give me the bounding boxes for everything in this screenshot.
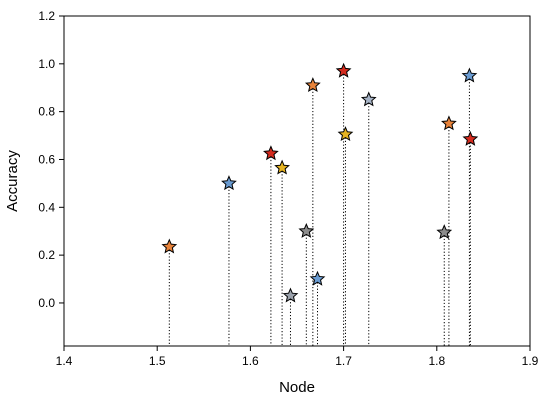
x-axis-title: Node [279,379,315,396]
star-point-4 [274,159,290,175]
y-tick-label: 0.4 [38,200,55,214]
plot-frame [63,15,531,347]
y-tick-label: 0.2 [38,248,55,262]
star-point-8 [309,270,326,286]
star-point-5 [282,287,299,303]
x-tick-label: 1.7 [335,354,352,368]
star-point-15 [462,130,479,146]
y-tick-label: 1.0 [38,57,55,71]
y-tick-label: 0.6 [38,152,55,166]
star-point-10 [337,126,354,142]
star-point-7 [304,77,321,93]
x-tick-label: 1.8 [428,354,445,368]
y-tick-label: 0.8 [38,105,55,119]
x-axis: 1.4 1.5 1.6 1.7 1.8 1.9 [56,346,539,368]
star-point-12 [436,224,453,240]
star-point-3 [263,145,279,161]
data-points-layer [161,62,479,303]
x-tick-label: 1.5 [149,354,166,368]
star-point-2 [221,175,237,191]
x-tick-label: 1.4 [56,354,73,368]
x-tick-label: 1.6 [242,354,259,368]
x-tick-label: 1.9 [522,354,539,368]
star-point-11 [360,91,377,107]
star-point-14 [461,67,478,83]
y-axis-title: Accuracy [4,150,21,212]
star-point-9 [335,62,352,78]
y-tick-label: 0.0 [38,296,55,310]
star-point-13 [441,115,457,131]
star-point-6 [298,222,315,238]
drop-lines-layer [168,71,471,346]
star-point-1 [161,238,178,254]
y-axis: 0.0 0.2 0.4 0.6 0.8 1.0 1.2 [38,9,64,310]
y-tick-label: 1.2 [38,9,55,23]
